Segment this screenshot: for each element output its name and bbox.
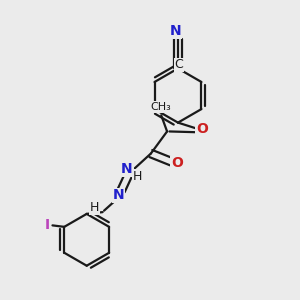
Text: N: N — [121, 162, 133, 176]
Text: I: I — [45, 218, 50, 232]
Text: O: O — [196, 122, 208, 136]
Text: H: H — [133, 170, 142, 183]
Text: C: C — [174, 58, 183, 71]
Text: O: O — [171, 156, 183, 170]
Text: N: N — [112, 188, 124, 202]
Text: CH₃: CH₃ — [150, 102, 171, 112]
Text: H: H — [90, 201, 99, 214]
Text: N: N — [170, 24, 182, 38]
